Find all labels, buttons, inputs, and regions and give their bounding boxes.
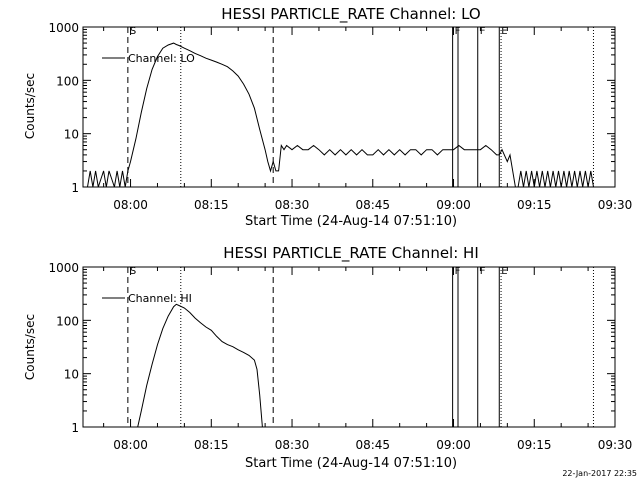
y-tick-label: 1000	[48, 261, 79, 275]
time-markers-lo: SFFE	[127, 26, 594, 187]
x-axis-label-lo: Start Time (24-Aug-14 07:51:10)	[245, 214, 457, 229]
x-tick-label: 08:00	[113, 198, 148, 212]
chart-title-hi: HESSI PARTICLE_RATE Channel: HI	[223, 244, 479, 263]
chart-title-lo: HESSI PARTICLE_RATE Channel: LO	[221, 5, 480, 24]
panel-lo: HESSI PARTICLE_RATE Channel: LO Counts/s…	[23, 5, 632, 229]
footer-date: 22-Jan-2017 22:35	[562, 469, 637, 478]
x-tick-label: 09:15	[517, 438, 552, 452]
x-ticks-hi: 08:00 08:15 08:30 08:45 09:00 09:15 09:30	[103, 267, 633, 452]
x-tick-label: 08:30	[275, 198, 310, 212]
y-ticks-lo: 1 10 100 1000	[48, 21, 615, 195]
x-tick-label: 09:15	[517, 198, 552, 212]
plot-frame-lo	[82, 26, 616, 188]
x-tick-label: 09:30	[598, 438, 633, 452]
x-tick-label: 08:15	[194, 198, 229, 212]
y-tick-label: 10	[64, 128, 79, 142]
x-tick-label: 08:45	[355, 198, 390, 212]
event-marker-label: S	[130, 266, 136, 277]
y-tick-label: 10	[64, 368, 79, 382]
x-tick-label: 09:30	[598, 198, 633, 212]
event-marker-label: E	[501, 266, 507, 277]
event-marker-label: F	[480, 26, 486, 37]
event-marker-label: S	[130, 26, 136, 37]
series-line-channel-lo	[83, 42, 615, 188]
panel-hi: HESSI PARTICLE_RATE Channel: HI Counts/s…	[23, 244, 632, 471]
y-tick-label: 100	[56, 74, 79, 88]
x-axis-label-hi: Start Time (24-Aug-14 07:51:10)	[245, 456, 457, 471]
time-markers-hi: SFFE	[127, 266, 594, 427]
event-marker-label: E	[501, 26, 507, 37]
legend-label-hi: Channel: HI	[128, 292, 192, 305]
y-tick-label: 1	[71, 421, 79, 435]
x-tick-label: 08:00	[113, 438, 148, 452]
x-tick-label: 09:00	[436, 198, 471, 212]
y-axis-label-lo: Counts/sec	[23, 73, 37, 139]
plot-frame-hi	[82, 266, 616, 428]
y-tick-label: 1000	[48, 21, 79, 35]
y-tick-label: 1	[71, 181, 79, 195]
legend-label-lo: Channel: LO	[128, 52, 195, 65]
series-line-channel-hi	[137, 303, 263, 428]
x-tick-label: 09:00	[436, 438, 471, 452]
x-tick-label: 08:45	[355, 438, 390, 452]
event-marker-label: F	[480, 266, 486, 277]
y-ticks-hi: 1 10 100 1000	[48, 261, 615, 435]
y-tick-label: 100	[56, 314, 79, 328]
x-tick-label: 08:15	[194, 438, 229, 452]
y-axis-label-hi: Counts/sec	[23, 314, 37, 380]
x-tick-label: 08:30	[275, 438, 310, 452]
